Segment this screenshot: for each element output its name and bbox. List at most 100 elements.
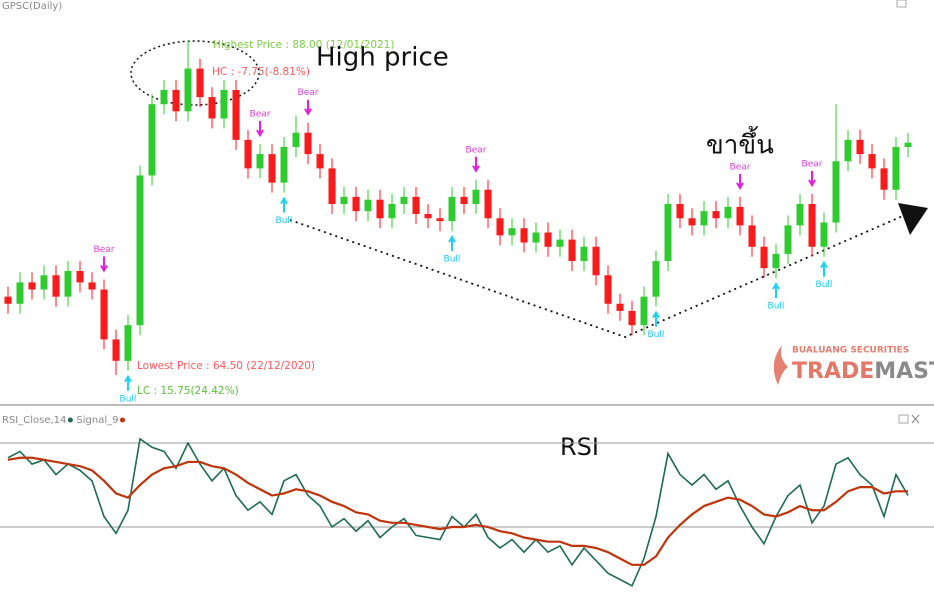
candle-body xyxy=(880,168,888,190)
close-icon[interactable] xyxy=(911,414,920,424)
signal-label: Bear xyxy=(802,160,823,170)
candle-body xyxy=(892,146,900,190)
candle-body xyxy=(460,196,468,204)
candle-body xyxy=(220,89,228,119)
candle-body xyxy=(808,203,816,247)
candle-body xyxy=(856,139,864,155)
signal-label: Bull xyxy=(768,302,785,312)
candle-body xyxy=(364,199,372,212)
annotation: Lowest Price : 64.50 (22/12/2020) xyxy=(137,360,315,372)
candle-body xyxy=(280,146,288,183)
candle-body xyxy=(28,282,36,290)
signal-arrow xyxy=(304,99,312,116)
candle-body xyxy=(64,270,72,297)
signal-arrow xyxy=(820,260,828,277)
signal-label: Bear xyxy=(94,245,115,255)
candle-body xyxy=(124,325,132,361)
signal-arrow xyxy=(448,235,456,252)
candle-body xyxy=(580,246,588,262)
high-circle xyxy=(130,40,260,106)
logo-left: TRADE xyxy=(792,359,874,384)
series-line xyxy=(7,437,909,587)
annotation: LC : 15.75(24.42%) xyxy=(137,385,239,397)
candle-body xyxy=(316,154,324,169)
window-icon[interactable] xyxy=(896,0,907,8)
candle-body xyxy=(640,296,648,326)
signal-label: Bull xyxy=(444,255,461,265)
signal-label: Bull xyxy=(816,280,833,290)
signal-arrow xyxy=(736,173,744,190)
candle-body xyxy=(256,154,264,169)
candle-body xyxy=(496,218,504,236)
candle-body xyxy=(472,189,480,204)
candle-body xyxy=(292,132,300,147)
candle-body xyxy=(700,211,708,226)
candle-body xyxy=(400,196,408,204)
candle-body xyxy=(844,139,852,162)
candle-body xyxy=(568,239,576,262)
signal-label: Bull xyxy=(276,216,293,226)
candle-body xyxy=(544,232,552,247)
signal-arrow xyxy=(472,156,480,173)
candle-body xyxy=(652,261,660,297)
candle-body xyxy=(244,139,252,169)
candle-body xyxy=(448,196,456,222)
candle-body xyxy=(532,232,540,243)
signal-arrow xyxy=(280,196,288,213)
candle-body xyxy=(76,270,84,283)
signal-arrow xyxy=(124,374,132,391)
signal-arrow xyxy=(652,310,660,327)
candle-body xyxy=(604,275,612,304)
candle-body xyxy=(196,68,204,98)
signal-label: Bear xyxy=(730,162,751,172)
panel-icon[interactable] xyxy=(898,414,909,424)
candle-body xyxy=(688,218,696,226)
candle-body xyxy=(904,142,912,147)
logo-main: TRADEMASTER xyxy=(792,359,934,384)
candle-body xyxy=(712,211,720,219)
candle-body xyxy=(508,228,516,236)
signal-arrow xyxy=(772,282,780,299)
candle-body xyxy=(52,275,60,297)
candle-body xyxy=(40,275,48,290)
candle-body xyxy=(208,97,216,119)
candle-body xyxy=(352,196,360,212)
signal-label: Bull xyxy=(648,330,665,340)
candle-body xyxy=(520,228,528,243)
signal-label: Bull xyxy=(120,394,137,404)
annotation: HC : -7.75(-8.81%) xyxy=(212,66,310,78)
overlay-label: RSI xyxy=(560,433,599,461)
candle-body xyxy=(868,154,876,169)
candle-body xyxy=(664,203,672,262)
signal-label: Bear xyxy=(466,145,487,155)
legend-dot xyxy=(67,417,73,423)
candle-body xyxy=(784,225,792,254)
candle-body xyxy=(268,154,276,183)
logo-top: BUALUANG SECURITIES xyxy=(792,346,909,356)
trend-arrow xyxy=(898,203,928,235)
chart-title: GPSC(Daily) xyxy=(2,1,62,12)
candle-body xyxy=(556,239,564,247)
signal-arrow xyxy=(100,256,108,273)
candle-body xyxy=(184,68,192,112)
candle-body xyxy=(736,206,744,226)
signal-arrow xyxy=(808,171,816,187)
signal-label: Bear xyxy=(250,110,271,120)
candle-body xyxy=(388,203,396,219)
candle-body xyxy=(832,161,840,223)
candle-body xyxy=(232,89,240,140)
legend-entry: Signal_9 xyxy=(76,415,118,426)
candle-body xyxy=(628,310,636,326)
candle-body xyxy=(412,196,420,214)
signal-arrow xyxy=(256,121,264,138)
candle-body xyxy=(16,282,24,304)
candle-body xyxy=(4,296,12,304)
candle-body xyxy=(676,203,684,219)
signal-label: Bear xyxy=(298,88,319,98)
candle-body xyxy=(160,89,168,105)
candle-body xyxy=(436,218,444,222)
candle-body xyxy=(748,225,756,247)
candle-body xyxy=(136,175,144,326)
candle-body xyxy=(760,246,768,269)
